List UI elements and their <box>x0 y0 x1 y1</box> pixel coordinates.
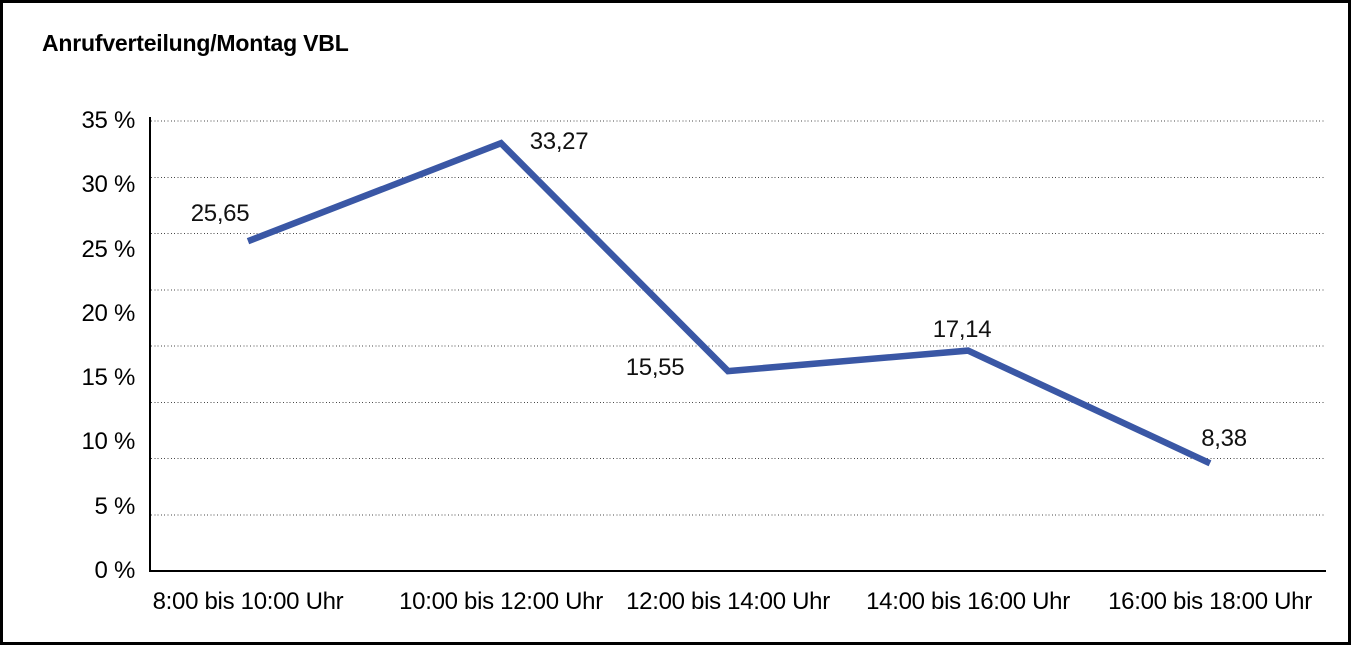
x-category-label: 14:00 bis 16:00 Uhr <box>866 588 1070 615</box>
y-tick-label: 20 % <box>81 299 135 327</box>
data-point-label: 8,38 <box>1201 425 1247 453</box>
chart-title: Anrufverteilung/Montag VBL <box>42 30 349 56</box>
series-line <box>246 139 1212 467</box>
line-chart-svg <box>149 117 1326 573</box>
y-tick-label: 10 % <box>81 428 135 456</box>
y-tick-label: 15 % <box>81 364 135 392</box>
y-tick-label: 5 % <box>94 492 136 520</box>
y-tick-label: 25 % <box>81 235 135 263</box>
x-category-label: 16:00 bis 18:00 Uhr <box>1108 588 1312 615</box>
data-point-label: 15,55 <box>625 354 685 382</box>
x-category-label: 8:00 bis 10:00 Uhr <box>152 588 344 615</box>
y-tick-label: 30 % <box>81 171 135 199</box>
y-tick-label: 35 % <box>81 107 135 134</box>
data-point-label: 17,14 <box>932 315 992 343</box>
data-point-label: 25,65 <box>190 200 250 228</box>
x-category-label: 12:00 bis 14:00 Uhr <box>626 588 830 615</box>
data-point-label: 33,27 <box>529 128 589 156</box>
x-category-label: 10:00 bis 12:00 Uhr <box>399 588 603 615</box>
y-tick-label: 0 % <box>94 557 136 584</box>
